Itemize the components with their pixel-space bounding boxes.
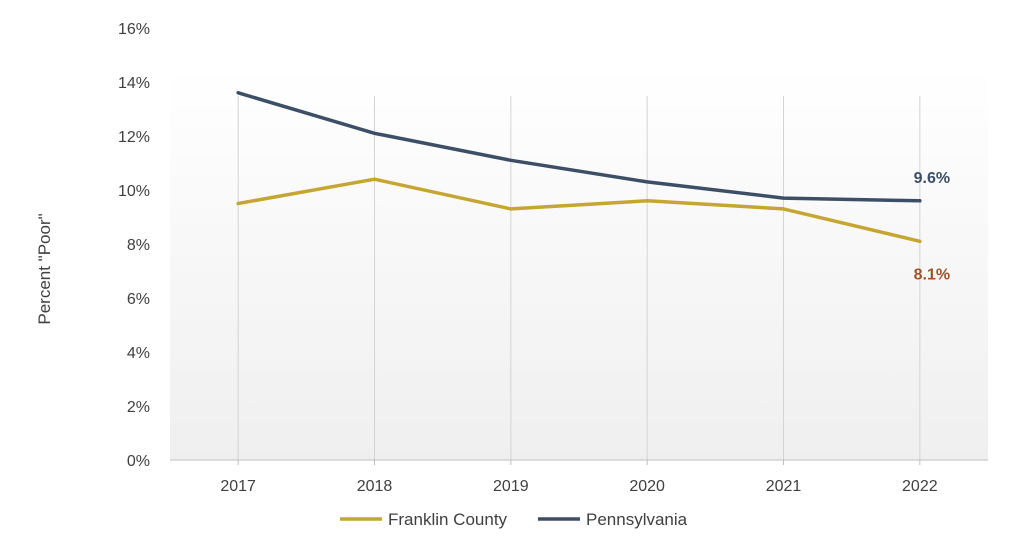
- data-point: [373, 131, 376, 135]
- y-tick-label: 12%: [118, 129, 150, 146]
- y-tick-label: 6%: [127, 291, 150, 308]
- y-tick-label: 10%: [118, 183, 150, 200]
- y-tick-label: 16%: [118, 21, 150, 38]
- series-line-pennsylvania: [236, 91, 922, 203]
- x-tick-label: 2020: [629, 478, 665, 495]
- x-tick-label: 2018: [357, 478, 393, 495]
- data-point: [918, 199, 922, 203]
- data-point: [645, 180, 649, 184]
- data-point: [918, 239, 922, 243]
- x-tick-label: 2021: [766, 478, 802, 495]
- y-tick-label: 0%: [127, 453, 150, 470]
- grid-lines: [237, 96, 921, 460]
- y-tick-label: 2%: [127, 399, 150, 416]
- data-point: [236, 202, 240, 205]
- legend: Franklin County Pennsylvania: [340, 510, 688, 529]
- y-tick-label: 4%: [127, 345, 150, 362]
- y-tick-label: 14%: [118, 75, 150, 92]
- x-tick-label: 2022: [902, 478, 938, 495]
- x-tick-label: 2019: [493, 478, 529, 495]
- y-axis-title: Percent "Poor": [35, 213, 54, 324]
- data-point: [509, 158, 513, 162]
- data-labels: 8.1% 9.6%: [914, 170, 950, 283]
- legend-label: Franklin County: [388, 510, 508, 529]
- axes: 0% 2% 4% 6% 8% 10% 12% 14% 16% 2017 2018 2019 2020 20…: [118, 21, 988, 495]
- legend-label: Pennsylvania: [586, 510, 688, 529]
- data-point: [509, 207, 513, 211]
- series-lines: [236, 91, 922, 244]
- data-label-end: 8.1%: [914, 266, 950, 283]
- y-tick-label: 8%: [127, 237, 150, 254]
- data-point: [373, 177, 376, 181]
- plot-area: [170, 68, 988, 460]
- data-label-end: 9.6%: [914, 170, 950, 187]
- x-tick-label: 2017: [220, 478, 256, 495]
- series-line-franklin-county: [236, 177, 922, 244]
- data-point: [645, 199, 649, 203]
- data-point: [782, 196, 785, 200]
- data-point: [782, 207, 785, 211]
- data-point: [236, 91, 240, 95]
